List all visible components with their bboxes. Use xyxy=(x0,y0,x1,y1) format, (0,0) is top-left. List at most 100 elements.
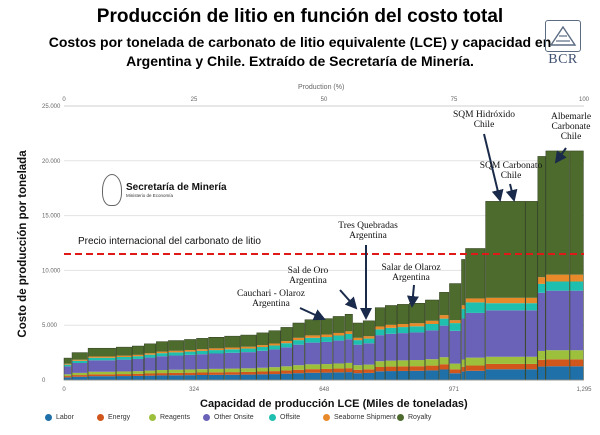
top-tick-label: 25 xyxy=(191,97,198,103)
bar-segment xyxy=(397,360,409,367)
bar-segment xyxy=(409,360,425,367)
bar-segment xyxy=(461,318,465,360)
legend-label: Seaborne Shipment xyxy=(334,414,396,421)
top-axis-label: Production (%) xyxy=(298,84,345,91)
bar-segment xyxy=(268,367,281,372)
bar-segment xyxy=(292,344,305,366)
bar-segment xyxy=(224,368,241,373)
bar-segment xyxy=(116,347,132,356)
bar-segment xyxy=(184,372,196,376)
bar-segment xyxy=(545,150,570,275)
bar-segment xyxy=(292,369,305,374)
top-tick-label: 75 xyxy=(451,97,458,103)
y-axis-label: Costo de producción por tonelada xyxy=(17,150,29,338)
bar-segment xyxy=(461,371,465,380)
bar-segment xyxy=(224,349,241,353)
bar-segment xyxy=(268,345,281,350)
annotation-arrow xyxy=(554,147,567,164)
bar-segment xyxy=(280,341,293,344)
bar-segment xyxy=(280,327,293,342)
bar-segment xyxy=(144,375,156,380)
bar-segment xyxy=(439,315,449,319)
bar-segment xyxy=(116,355,132,357)
bar-segment xyxy=(363,369,375,373)
bar-segment xyxy=(425,323,439,331)
bar-segment xyxy=(196,350,208,355)
bar-segment xyxy=(385,360,397,367)
bar-segment xyxy=(375,307,385,327)
bcr-logo-text: BCR xyxy=(548,52,578,67)
bar-segment xyxy=(545,350,570,360)
page-subtitle: Costos por tonelada de carbonato de liti… xyxy=(48,34,552,69)
bar-segment xyxy=(439,357,449,365)
bar-segment xyxy=(240,371,257,375)
bar-segment xyxy=(304,369,321,373)
x-tick-label: 324 xyxy=(189,387,200,393)
bar-segment xyxy=(156,375,168,380)
bar-segment xyxy=(156,351,168,354)
bar-segment xyxy=(184,349,196,352)
bar-segment xyxy=(545,281,570,291)
bar-segment xyxy=(88,348,116,357)
legend-item: Royalty xyxy=(397,414,431,421)
bar-segment xyxy=(144,343,156,354)
bar-segment xyxy=(268,349,281,368)
bar-segment xyxy=(320,337,333,342)
bar-segment xyxy=(280,373,293,380)
bar-segment xyxy=(184,375,196,380)
bar-segment xyxy=(72,360,88,364)
bar-segment xyxy=(64,364,72,367)
bar-segment xyxy=(168,375,184,380)
bar-segment xyxy=(425,299,439,321)
bar-segment xyxy=(545,359,570,367)
bar-segment xyxy=(425,359,439,366)
bar-segment xyxy=(208,337,225,349)
bar-segment xyxy=(461,366,465,372)
legend-swatch xyxy=(323,414,330,421)
bar-segment xyxy=(208,350,225,354)
bar-segment xyxy=(449,283,461,321)
legend-swatch xyxy=(203,414,210,421)
bar-segment xyxy=(156,341,168,352)
bar-segment xyxy=(280,343,293,348)
bar-segment xyxy=(208,348,225,351)
bar-segment xyxy=(345,362,353,369)
bar-segment xyxy=(292,373,305,380)
bar-segment xyxy=(168,350,184,353)
bar-segment xyxy=(268,371,281,375)
bar-segment xyxy=(397,333,409,361)
annotation-sqm-hidroxido: SQM Hidróxido Chile xyxy=(452,110,516,130)
bar-segment xyxy=(116,376,132,380)
bar-segment xyxy=(132,373,144,376)
y-tick-label: 20.000 xyxy=(42,159,61,165)
annotation-arrow xyxy=(339,289,358,310)
bar-segment xyxy=(88,356,116,358)
bar-segment xyxy=(397,324,409,328)
bar-segment xyxy=(537,366,546,380)
bar-segment xyxy=(116,371,132,375)
bar-segment xyxy=(268,343,281,346)
bar-segment xyxy=(569,150,584,275)
bar-segment xyxy=(363,364,375,370)
bar-segment xyxy=(439,369,449,380)
annotation-sqm-carbonato: SQM Carbonato Chile xyxy=(479,161,543,181)
bar-segment xyxy=(439,364,449,370)
bar-segment xyxy=(537,350,546,360)
bar-segment xyxy=(280,366,293,371)
bar-segment xyxy=(397,304,409,325)
bar-segment xyxy=(292,337,305,341)
bar-segment xyxy=(64,376,72,378)
top-tick-label: 100 xyxy=(579,97,590,103)
bar-segment xyxy=(425,370,439,380)
x-axis-label: Capacidad de producción LCE (Miles de to… xyxy=(200,398,468,410)
bar-segment xyxy=(485,363,526,370)
bar-segment xyxy=(156,353,168,357)
bar-segment xyxy=(116,359,132,372)
bar-segment xyxy=(88,360,116,372)
chart-bars xyxy=(63,150,584,381)
bar-segment xyxy=(537,292,546,351)
bar-segment xyxy=(485,303,526,311)
bar-segment xyxy=(72,352,88,360)
x-tick-label: 1,295 xyxy=(576,387,592,393)
